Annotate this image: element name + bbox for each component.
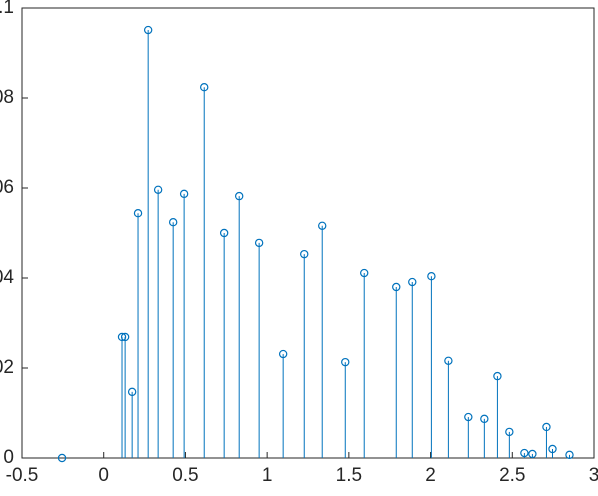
stem-marker: [444, 356, 453, 365]
stem-marker: [392, 282, 401, 292]
stem-marker: [234, 191, 244, 201]
stem-marker: [254, 238, 264, 248]
stem-marker: [133, 208, 143, 218]
stem-marker: [143, 25, 153, 35]
stem-marker: [542, 422, 551, 432]
stem-marker: [408, 277, 417, 287]
stem-marker: [153, 185, 163, 194]
stem-marker: [168, 217, 178, 227]
x-tick-label: 0: [98, 465, 109, 486]
stem-marker: [300, 249, 309, 259]
stem-marker: [200, 82, 209, 92]
stem-marker: [278, 349, 288, 359]
y-tick-label: 0.1: [0, 0, 14, 18]
stem-marker: [360, 268, 369, 278]
stem-marker: [318, 221, 327, 230]
stem-marker: [57, 453, 67, 463]
x-tick-label: 2: [425, 465, 436, 486]
x-tick-label: 3: [589, 465, 598, 486]
axes-box: [21, 7, 595, 459]
y-tick-label: 0.06: [0, 177, 14, 198]
stem-marker: [565, 450, 574, 460]
stem-marker: [520, 448, 529, 458]
stem-marker: [505, 427, 514, 437]
stem-marker: [179, 189, 189, 199]
stem-marker: [464, 412, 473, 422]
stem-marker: [120, 332, 130, 342]
y-tick-label: 0.04: [0, 267, 14, 288]
stem-marker: [548, 444, 557, 454]
stem-marker: [480, 414, 489, 424]
y-tick-label: 0.08: [0, 87, 14, 108]
stem-marker: [219, 228, 229, 238]
stem-marker: [528, 449, 537, 459]
x-tick-label: 2.5: [499, 465, 525, 486]
x-tick-label: 1: [262, 465, 273, 486]
stem-marker: [493, 371, 502, 381]
y-tick-label: 0.02: [0, 357, 14, 378]
stem-marker: [341, 357, 350, 367]
x-tick-label: 0.5: [172, 465, 198, 486]
y-tick-label: 0: [3, 447, 14, 468]
stem-marker: [427, 272, 436, 281]
x-tick-label: -0.5: [6, 465, 39, 486]
x-tick-label: 1.5: [336, 465, 362, 486]
stem-marker: [127, 387, 137, 397]
